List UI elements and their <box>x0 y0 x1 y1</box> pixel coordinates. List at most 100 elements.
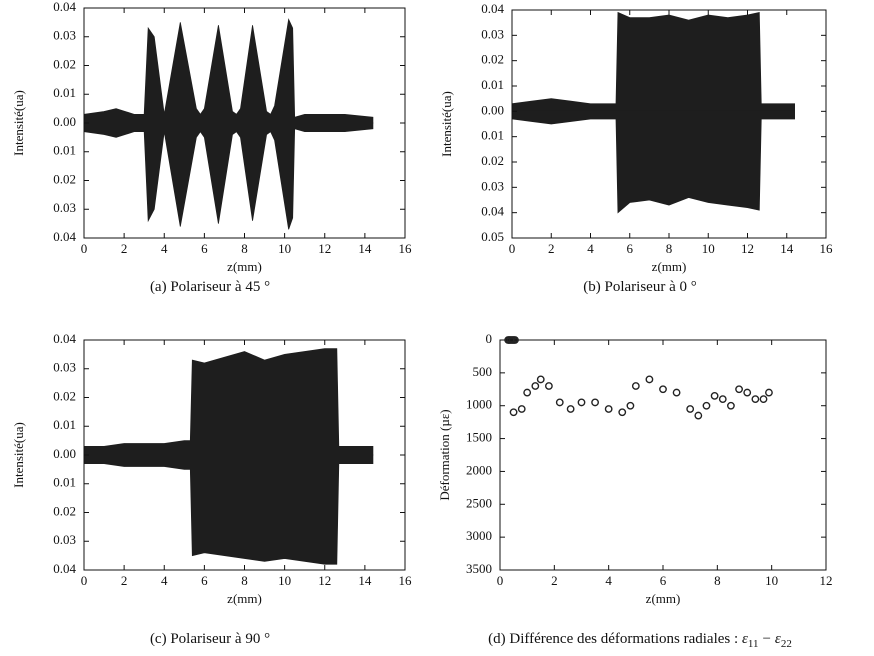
y-tick-label: 0.03 <box>481 26 504 41</box>
y-tick-label: 1500 <box>466 430 492 445</box>
point <box>718 395 727 404</box>
x-tick-label: 10 <box>278 241 291 256</box>
x-tick-label: 6 <box>627 241 634 256</box>
x-tick-label: 4 <box>161 241 168 256</box>
x-tick-label: 6 <box>660 573 667 588</box>
point <box>618 408 627 417</box>
y-tick-label: 0.04 <box>481 1 504 16</box>
x-tick-label: 0 <box>81 241 88 256</box>
x-axis-label: z(mm) <box>652 259 687 274</box>
point <box>672 388 681 397</box>
signal-envelope <box>83 18 374 124</box>
caption: (c) Polariseur à 90 ° <box>150 631 270 647</box>
panel: 0 2 4 6 8 10 12 14 16 0.04 0.03 0.02 0.01 0.00 0.01 0.0… <box>439 1 833 295</box>
y-tick-label: 0.01 <box>53 417 76 432</box>
x-tick-label: 8 <box>714 573 721 588</box>
x-tick-label: 12 <box>820 573 833 588</box>
x-tick-label: 14 <box>780 241 794 256</box>
y-tick-label: 0.01 <box>481 128 504 143</box>
point <box>702 401 711 410</box>
x-tick-label: 12 <box>318 573 331 588</box>
y-tick-label: 0.03 <box>481 178 504 193</box>
y-tick-label: 2000 <box>466 462 492 477</box>
x-tick-label: 0 <box>81 573 88 588</box>
caption-text: (a) Polariseur à 45 ° <box>150 279 270 295</box>
y-tick-label: 0.03 <box>53 360 76 375</box>
point <box>645 375 654 384</box>
y-tick-label: 0.01 <box>53 85 76 100</box>
x-tick-label: 8 <box>666 241 673 256</box>
point <box>509 408 518 417</box>
point <box>566 405 575 413</box>
caption-text: (c) Polariseur à 90 ° <box>150 631 270 647</box>
x-tick-label: 4 <box>587 241 594 256</box>
y-tick-label: 0.03 <box>53 532 76 547</box>
y-tick-label: 0.02 <box>481 52 504 67</box>
x-tick-label: 12 <box>741 241 754 256</box>
x-axis-label: z(mm) <box>646 591 681 606</box>
y-tick-label: 0.01 <box>53 143 76 158</box>
x-tick-label: 2 <box>121 241 128 256</box>
y-tick-label: 3500 <box>466 561 492 576</box>
x-tick-label: 8 <box>241 241 248 256</box>
y-tick-label: 2500 <box>466 495 492 510</box>
y-tick-label: 0.00 <box>481 102 504 117</box>
y-tick-label: 1000 <box>466 397 492 412</box>
caption: (a) Polariseur à 45 ° <box>150 279 270 295</box>
y-tick-label: 0.04 <box>53 229 76 244</box>
y-tick-label: 0.03 <box>53 28 76 43</box>
x-tick-label: 10 <box>765 573 778 588</box>
y-axis-label: Déformation (µε) <box>437 409 452 500</box>
x-tick-label: 0 <box>497 573 504 588</box>
y-tick-label: 500 <box>473 364 493 379</box>
point <box>743 388 752 397</box>
point <box>523 388 532 397</box>
panel: 0 2 4 6 8 10 12 14 16 0.04 0.03 0.02 0.01 0.00 0.01 0.0… <box>11 0 412 295</box>
caption-math: 11 <box>748 638 759 650</box>
x-tick-label: 6 <box>201 241 208 256</box>
x-axis-label: z(mm) <box>227 259 262 274</box>
point <box>735 385 743 394</box>
point <box>545 382 553 390</box>
point <box>626 401 635 410</box>
y-tick-label: 0.00 <box>53 446 76 461</box>
point <box>751 395 760 404</box>
x-tick-label: 16 <box>399 573 413 588</box>
point <box>591 398 599 407</box>
y-axis-label: Intensité(ua) <box>439 91 454 157</box>
y-tick-label: 0.01 <box>481 77 504 92</box>
point <box>686 405 695 413</box>
y-tick-label: 0.02 <box>53 503 76 518</box>
caption-text: (b) Polariseur à 0 ° <box>583 279 696 295</box>
y-axis-label: Intensité(ua) <box>11 422 26 488</box>
point <box>710 391 719 400</box>
x-tick-label: 4 <box>161 573 168 588</box>
point <box>659 385 667 394</box>
panel: 0 2 4 6 8 10 12 14 16 0.04 0.03 0.02 0.01 0.00 0.01 0.0… <box>11 331 412 647</box>
x-tick-label: 0 <box>509 241 516 256</box>
x-tick-label: 10 <box>702 241 715 256</box>
x-tick-label: 2 <box>551 573 558 588</box>
signal-envelope <box>83 122 374 230</box>
x-tick-label: 16 <box>399 241 413 256</box>
point <box>765 388 773 397</box>
y-tick-label: 0.04 <box>53 561 76 576</box>
x-tick-label: 14 <box>358 573 372 588</box>
y-tick-label: 0.04 <box>53 331 76 346</box>
caption-math: − <box>762 631 770 647</box>
x-tick-label: 10 <box>278 573 291 588</box>
panel: 0 2 4 6 8 10 12 0 500 1000 1500 2000 2500 3000 3500 z(m… <box>437 331 833 650</box>
signal-envelope <box>511 110 795 214</box>
caption-math: 22 <box>781 638 792 650</box>
signal-envelope <box>83 454 374 565</box>
y-tick-label: 0.02 <box>481 153 504 168</box>
point <box>631 382 640 390</box>
point <box>727 401 735 410</box>
signal-envelope <box>83 348 374 456</box>
plot-frame <box>499 339 827 571</box>
caption: (d) Différence des déformations radiales… <box>488 631 792 649</box>
point <box>517 405 526 413</box>
y-tick-label: 0.05 <box>481 229 504 244</box>
point <box>536 375 545 384</box>
